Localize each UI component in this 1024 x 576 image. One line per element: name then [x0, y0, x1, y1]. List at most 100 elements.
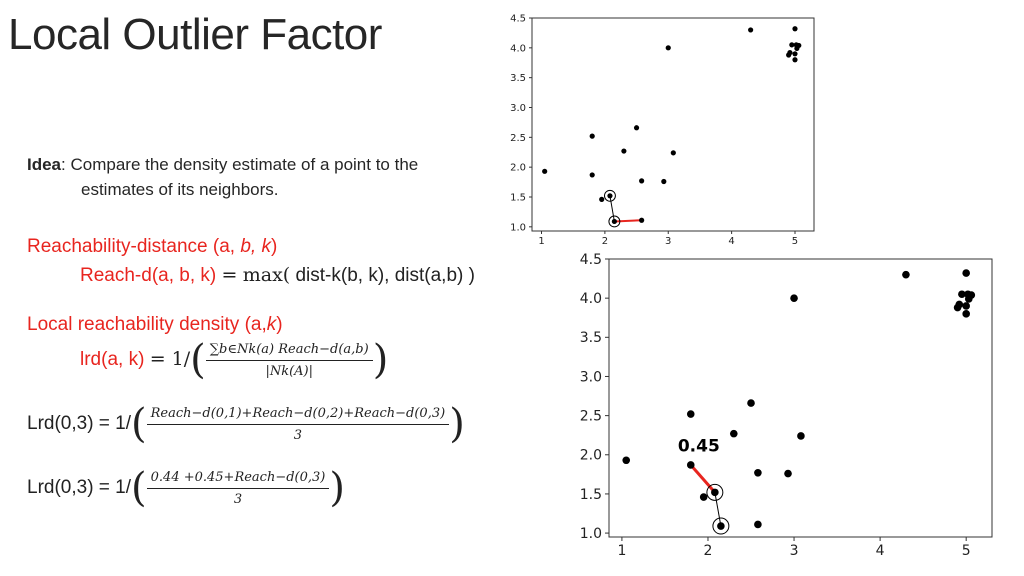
data-point — [589, 172, 595, 178]
paren-close: ) — [372, 337, 389, 383]
data-point — [711, 488, 719, 497]
data-point — [686, 461, 695, 469]
data-point — [902, 270, 910, 279]
scatter-plot-small: 1 2 3 4 5 1.0 1.5 2.0 2.5 3.0 3.5 4.0 4.5 — [510, 14, 815, 247]
y-tick-label: 1.5 — [510, 192, 526, 203]
reach-def-rhs: dist-k(b, k), dist(a,b) ) — [295, 265, 475, 286]
data-point — [962, 269, 970, 277]
x-tick-label: 4 — [728, 236, 734, 247]
ex1-fraction: Reach−d(0,1)+Reach−d(0,2)+Reach−d(0,3) 3 — [146, 406, 450, 443]
y-tick-label: 3.5 — [580, 330, 602, 346]
ex2-numerator: 0.44 +0.45+Reach−d(0,3) — [146, 470, 330, 489]
data-point — [542, 168, 548, 174]
lrd-heading: Local reachability density (a,k) — [27, 314, 283, 336]
data-point — [786, 52, 792, 58]
plot-frame — [608, 258, 993, 538]
data-point — [661, 178, 667, 185]
reach-def-eq: = — [221, 264, 238, 286]
example-formula-1: Lrd(0,3) = 1/(Reach−d(0,1)+Reach−d(0,2)+… — [27, 404, 465, 444]
y-tick-label: 3.0 — [510, 103, 526, 114]
y-tick-label: 3.5 — [510, 73, 526, 84]
data-point — [633, 125, 640, 131]
highlight-ring — [712, 517, 730, 535]
lrd-heading-text: Local reachability density (a, — [27, 314, 267, 335]
data-point — [670, 150, 676, 156]
data-point — [789, 42, 795, 48]
y-tick-label: 4.0 — [580, 291, 602, 307]
data-point — [754, 520, 762, 529]
x-tick-label: 3 — [790, 543, 799, 559]
lrd-heading-close: ) — [276, 314, 283, 335]
y-tick-label: 4.5 — [580, 252, 602, 268]
data-point — [622, 456, 631, 465]
reach-distance-edge — [689, 463, 716, 494]
x-tick-label: 1 — [538, 236, 544, 247]
idea-line2: estimates of its neighbors. — [81, 180, 279, 199]
ex1-denominator: 3 — [293, 427, 303, 443]
lrd-eq: = 1/ — [149, 348, 191, 371]
data-point — [747, 399, 755, 407]
data-point — [794, 45, 800, 52]
annotation-label: 0.45 — [678, 437, 720, 457]
data-point — [639, 217, 645, 223]
data-point — [792, 26, 798, 32]
reach-distance-edge — [614, 219, 642, 223]
data-point — [621, 148, 627, 154]
idea-text: Idea: Compare the density estimate of a … — [27, 152, 418, 202]
x-tick-label: 4 — [876, 543, 885, 559]
reach-heading: Reachability-distance (a, b, k) — [27, 236, 277, 258]
ex2-lhs: Lrd(0,3) = 1/ — [27, 477, 132, 499]
highlight-ring — [603, 189, 616, 202]
data-point — [611, 218, 617, 225]
data-point — [599, 196, 605, 202]
reach-heading-close: ) — [270, 236, 278, 257]
data-point — [717, 522, 725, 530]
highlight-ring — [706, 483, 724, 501]
data-point — [797, 432, 805, 440]
reach-heading-text: Reachability-distance (a, — [27, 236, 236, 257]
x-tick-label: 3 — [665, 236, 671, 247]
data-point — [665, 45, 671, 51]
idea-label: Idea — [27, 155, 62, 174]
data-point — [964, 295, 973, 303]
ex2-fraction: 0.44 +0.45+Reach−d(0,3) 3 — [146, 470, 330, 507]
data-point — [686, 410, 695, 418]
data-point — [790, 294, 798, 302]
lrd-fraction: ∑b∈Nk(a) Reach−d(a,b) |Nk(A)| — [205, 342, 373, 379]
paren-open: ( — [190, 337, 206, 383]
y-tick-label: 2.0 — [580, 448, 602, 464]
y-tick-label: 1.0 — [510, 222, 526, 233]
data-point — [748, 27, 754, 33]
neighbor-edge — [714, 492, 722, 527]
data-point — [607, 193, 613, 199]
y-tick-label: 3.0 — [580, 369, 602, 385]
paren-open: ( — [131, 401, 147, 447]
idea-line1: Compare the density estimate of a point … — [70, 155, 419, 174]
data-point — [792, 57, 798, 63]
lrd-numerator: ∑b∈Nk(a) Reach−d(a,b) — [205, 342, 373, 361]
y-tick-label: 4.5 — [510, 14, 526, 25]
reach-heading-k: k — [261, 236, 271, 257]
data-point — [962, 302, 970, 310]
data-point — [729, 429, 738, 438]
lrd-lhs: lrd(a, k) — [80, 349, 145, 371]
y-tick-label: 2.5 — [580, 409, 602, 425]
reach-def-max: max( — [242, 264, 291, 286]
x-tick-label: 2 — [704, 543, 713, 559]
paren-open: ( — [131, 465, 147, 511]
y-tick-label: 1.5 — [580, 487, 602, 503]
y-tick-label: 2.0 — [510, 163, 526, 174]
paren-close: ) — [329, 465, 345, 511]
x-tick-label: 5 — [792, 236, 798, 247]
lrd-formula: lrd(a, k) = 1/(∑b∈Nk(a) Reach−d(a,b) |Nk(… — [80, 340, 388, 380]
data-point — [589, 133, 595, 139]
data-point — [639, 178, 645, 184]
reach-def-lhs: Reach-d(a, b, k) — [80, 265, 217, 286]
x-tick-label: 5 — [962, 543, 971, 559]
paren-close: ) — [449, 401, 465, 447]
y-tick-label: 2.5 — [510, 133, 526, 144]
y-tick-label: 1.0 — [580, 526, 602, 542]
plot-frame — [531, 17, 815, 232]
data-point — [784, 469, 792, 478]
scatter-plot-large: 1 2 3 4 5 1.0 1.5 2.0 2.5 3.0 3.5 4.0 4.5 0.45 — [580, 252, 993, 559]
